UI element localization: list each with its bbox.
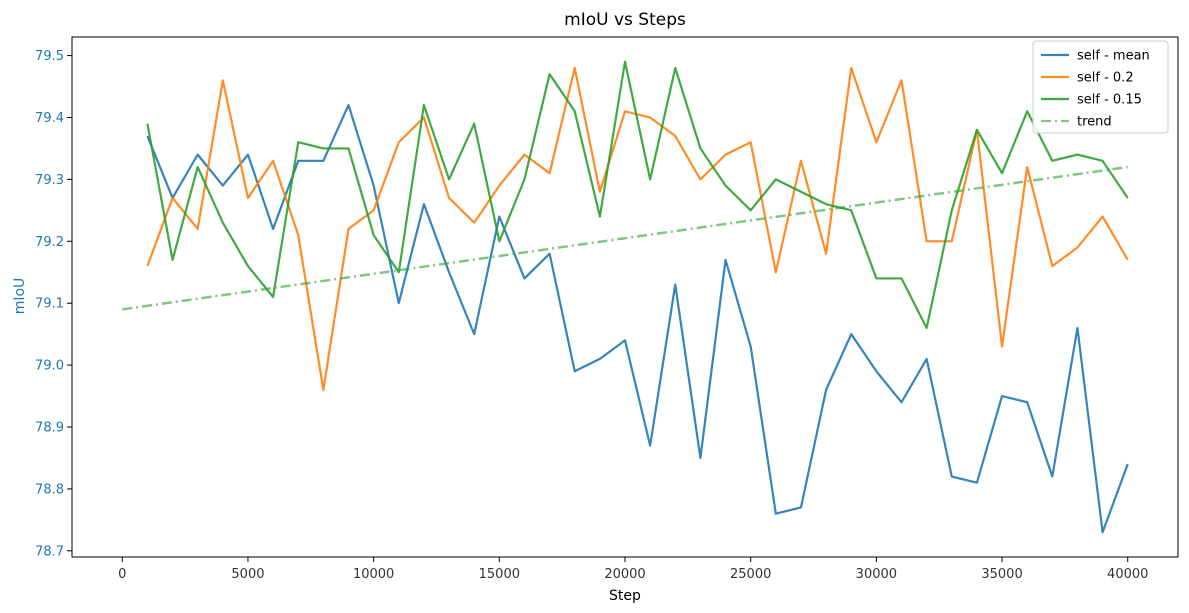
- x-tick-label-8: 40000: [1107, 567, 1148, 582]
- x-tick-label-6: 30000: [856, 567, 897, 582]
- y-tick-label-8: 79.5: [35, 49, 64, 64]
- x-tick-label-7: 35000: [981, 567, 1022, 582]
- chart-title: mIoU vs Steps: [564, 10, 686, 30]
- legend-label-3: trend: [1077, 115, 1112, 130]
- x-axis-title: Step: [609, 588, 641, 604]
- legend-box: [1032, 40, 1169, 134]
- x-tick-label-3: 15000: [479, 567, 520, 582]
- series-line-3: [122, 165, 1128, 311]
- series-line-2: [146, 60, 1129, 330]
- legend-label-1: self - 0.2: [1077, 71, 1134, 86]
- series-layer: [122, 60, 1129, 534]
- x-tick-label-2: 10000: [353, 567, 394, 582]
- y-tick-label-3: 79.0: [35, 359, 64, 374]
- y-tick-label-2: 78.9: [35, 421, 64, 436]
- y-tick-label-4: 79.1: [35, 297, 64, 312]
- x-tick-label-1: 5000: [231, 567, 264, 582]
- y-tick-label-5: 79.2: [35, 235, 64, 250]
- series-line-0: [146, 103, 1129, 534]
- y-tick-label-0: 78.7: [35, 544, 64, 559]
- y-tick-label-1: 78.8: [35, 482, 64, 497]
- x-tick-label-4: 20000: [604, 567, 645, 582]
- legend: self - mean self - 0.2 self - 0.15 trend: [1032, 40, 1169, 134]
- axes-layer: 0 5000 10000 15000 20000 25000 30000 35000 40000…: [35, 36, 1179, 582]
- y-tick-label-7: 79.4: [35, 111, 64, 126]
- series-line-1: [146, 66, 1129, 391]
- x-tick-label-0: 0: [118, 567, 126, 582]
- x-tick-label-5: 25000: [730, 567, 771, 582]
- y-axis-title: mIoU: [12, 278, 28, 315]
- y-tick-label-6: 79.3: [35, 173, 64, 188]
- legend-label-2: self - 0.15: [1077, 93, 1142, 108]
- legend-label-0: self - mean: [1077, 49, 1150, 64]
